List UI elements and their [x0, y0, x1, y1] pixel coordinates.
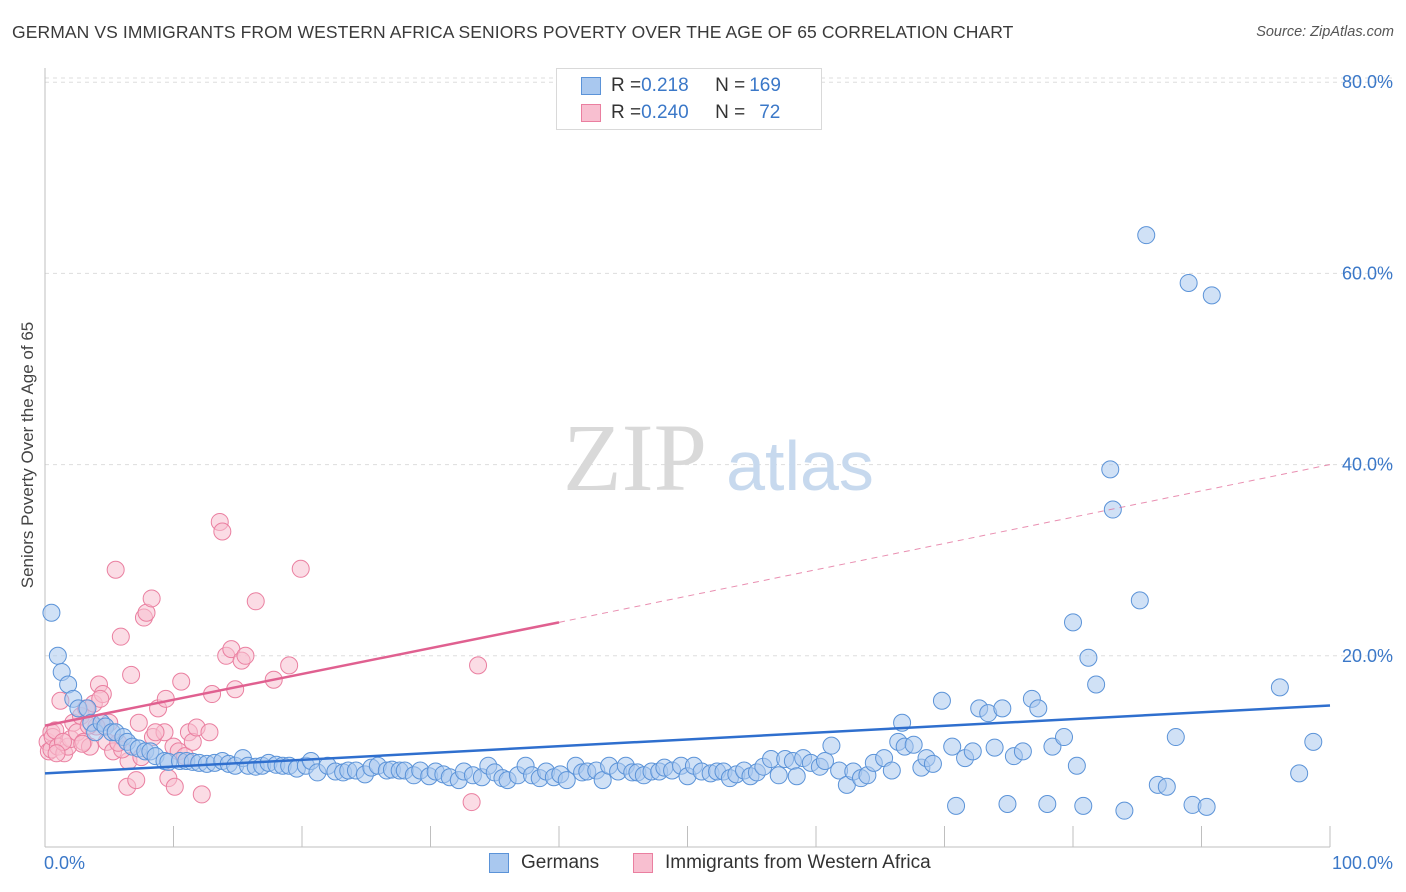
x-tick-label: 100.0%: [1332, 853, 1393, 873]
immigrants-point: [127, 771, 146, 790]
germans-point: [1043, 737, 1062, 756]
legend-n-label: N =: [715, 75, 746, 96]
immigrants-point: [165, 777, 184, 796]
germans-point: [943, 737, 962, 756]
immigrants-point: [236, 646, 255, 665]
legend-n-value: 169: [749, 75, 781, 96]
legend-r-label: R =: [611, 75, 642, 96]
germans-point: [1166, 728, 1185, 747]
immigrants-point: [246, 592, 265, 611]
bottom-legend-immigrants: Immigrants from Western Africa: [633, 852, 931, 874]
immigrants-point: [469, 656, 488, 675]
watermark-atlas: atlas: [726, 427, 874, 505]
immigrants-point: [129, 713, 148, 732]
germans-point: [1304, 732, 1323, 751]
germans-point: [1079, 648, 1098, 667]
germans-point: [1067, 756, 1086, 775]
immigrants-point: [73, 734, 92, 753]
axes: [44, 68, 1331, 848]
germans-point: [1137, 226, 1156, 245]
immigrants-point: [91, 689, 110, 708]
legend-r-value: 0.218: [641, 75, 689, 96]
germans-point: [963, 742, 982, 761]
germans-point: [1115, 801, 1134, 820]
bottom-legend-germans: Germans: [489, 852, 599, 874]
germans-point: [1197, 797, 1216, 816]
immigrants-point: [200, 723, 219, 742]
immigrants-point: [122, 665, 141, 684]
germans-point: [993, 699, 1012, 718]
immigrants-point: [156, 689, 175, 708]
legend-r-value: 0.240: [641, 102, 689, 123]
chart-title: GERMAN VS IMMIGRANTS FROM WESTERN AFRICA…: [12, 22, 1014, 42]
immigrants-swatch: [581, 104, 601, 122]
tick-labels: 20.0% 40.0% 60.0% 80.0% 0.0% 100.0%: [44, 72, 1393, 873]
immigrants-point: [462, 793, 481, 812]
germans-point: [42, 603, 61, 622]
germans-point: [998, 794, 1017, 813]
germans-point: [1055, 728, 1074, 747]
germans-point: [985, 738, 1004, 757]
germans-point: [1064, 613, 1082, 632]
immigrants-legend-label: Immigrants from Western Africa: [665, 852, 931, 873]
germans-point: [1013, 742, 1032, 761]
immigrants-point: [146, 723, 165, 742]
immigrants-point: [106, 560, 125, 579]
germans-point: [1157, 777, 1176, 796]
germans-legend-label: Germans: [521, 852, 600, 873]
immigrants-point: [172, 672, 191, 691]
immigrants-point: [291, 559, 310, 578]
germans-points: [42, 226, 1323, 820]
grid-lines: [45, 77, 1392, 657]
stats-legend: R = 0.218 N = 169 R = 0.240 N = 72: [556, 68, 822, 130]
germans-point: [1029, 699, 1048, 718]
legend-row-germans: R = 0.218 N = 169: [581, 73, 781, 99]
germans-point: [1270, 678, 1289, 697]
immigrants-point: [280, 656, 299, 675]
germans-point: [822, 736, 841, 755]
germans-point: [557, 771, 576, 790]
immigrants-point: [192, 785, 211, 804]
immigrants-point: [111, 627, 130, 646]
legend-row-immigrants: R = 0.240 N = 72: [581, 100, 780, 126]
germans-point: [904, 735, 923, 754]
germans-point: [48, 646, 67, 665]
source-label: Source: ZipAtlas.com: [1256, 24, 1394, 40]
germans-point: [787, 767, 806, 786]
germans-point: [932, 691, 951, 710]
germans-point: [1130, 591, 1149, 610]
legend-r-label: R =: [611, 102, 642, 123]
germans-point: [815, 751, 834, 770]
y-tick-label: 60.0%: [1342, 263, 1393, 283]
germans-swatch: [581, 77, 601, 95]
immigrants-trend-line: [44, 621, 560, 727]
watermark: ZIP atlas: [563, 404, 874, 511]
legend-n-label: N =: [715, 102, 746, 123]
germans-point: [1290, 764, 1309, 783]
y-tick-label: 20.0%: [1342, 646, 1393, 666]
germans-point: [1087, 675, 1106, 694]
germans-point: [1074, 796, 1093, 815]
germans-point: [1202, 286, 1221, 305]
germans-point: [923, 754, 942, 773]
germans-legend-swatch: [489, 853, 509, 873]
y-tick-label: 40.0%: [1342, 455, 1393, 475]
immigrants-point: [142, 589, 161, 608]
germans-point: [1038, 794, 1057, 813]
germans-point: [947, 796, 966, 815]
immigrants-legend-swatch: [633, 853, 653, 873]
trend-lines: [44, 464, 1331, 775]
watermark-zip: ZIP: [563, 404, 707, 511]
germans-point: [1101, 460, 1120, 479]
germans-point: [769, 766, 788, 785]
immigrants-point: [213, 522, 232, 541]
germans-point: [1179, 273, 1198, 292]
legend-n-value: 72: [759, 102, 781, 123]
x-tick-label: 0.0%: [44, 853, 85, 873]
germans-point: [882, 761, 901, 780]
germans-trend-line: [44, 704, 1331, 775]
immigrants-point: [47, 744, 66, 763]
y-tick-label: 80.0%: [1342, 72, 1393, 92]
